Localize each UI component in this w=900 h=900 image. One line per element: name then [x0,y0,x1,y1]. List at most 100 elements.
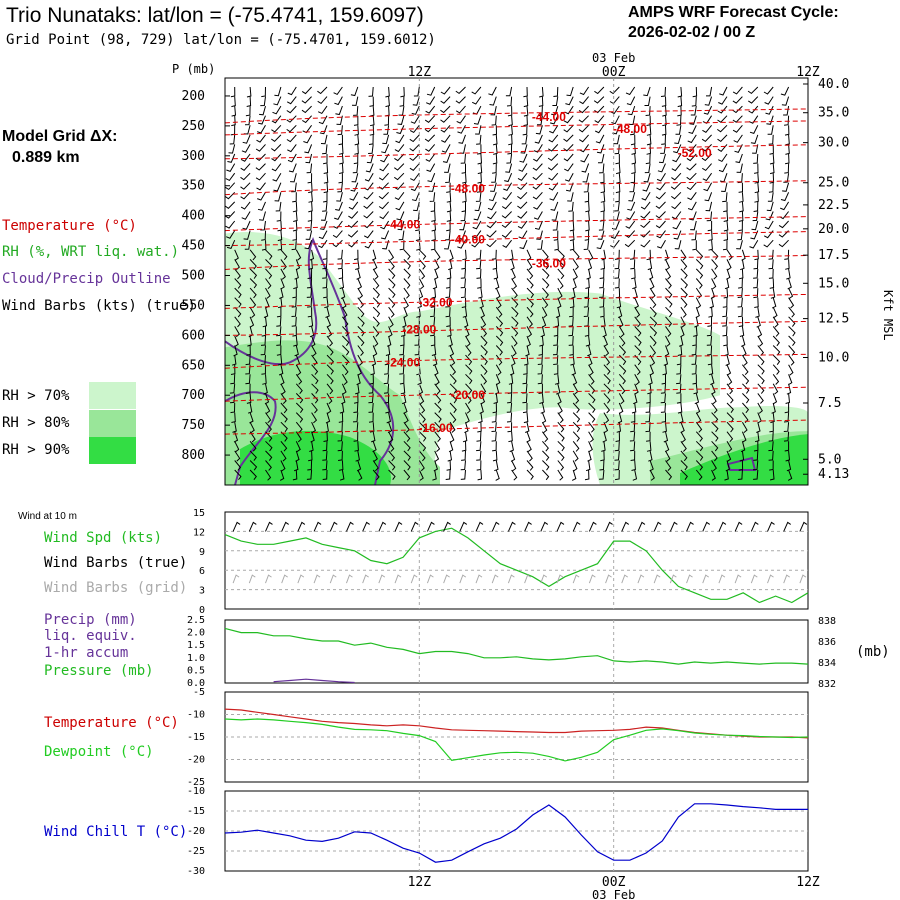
temperature-contour [224,120,809,136]
wind-barb [768,182,774,193]
wind-barb [691,345,697,356]
wind-barb [471,86,482,95]
wind-barb [385,86,390,98]
wind-barb [511,469,518,481]
wind-barb-grid [459,574,467,584]
wind-barb [249,278,258,289]
wind-barb [768,259,774,270]
wind-barb [326,373,334,385]
wind-barb [541,297,549,309]
wind-barb [757,335,764,347]
wind-barb [370,364,375,376]
wind-barb [418,450,426,462]
wind-barb [750,134,759,144]
wind-barb [734,144,743,154]
wind-barb [711,431,719,442]
wind-barb [675,125,682,135]
wind-barb [507,422,513,433]
wind-barb [537,106,543,117]
wind-barb [488,192,497,202]
wind-barb [476,259,482,270]
wind-barb [455,105,466,114]
wind-barb-grid [734,574,742,584]
time-tick-label-bottom: 12Z [796,875,820,890]
wind-barb [488,86,497,96]
wind-barb [493,144,498,155]
wind-barb [665,460,672,471]
wind-barb [357,297,364,309]
wind-barb [353,402,359,413]
wind-barb [614,460,620,471]
wind-barb [640,201,651,210]
wind-barb [286,124,297,133]
wind-barb [355,383,360,395]
wind-barb [341,306,348,318]
wind-barb [763,86,774,95]
wind-barb [372,287,380,299]
wind-barb [557,259,565,270]
wind-barb [711,268,718,280]
wind-barb [748,115,759,124]
wind-barb [286,105,297,114]
wind-barb [566,86,574,97]
wind-barb [738,460,744,471]
wind-barb [326,316,332,328]
wind-barb [568,326,574,337]
wind-barb [301,86,312,95]
wind-barb [234,460,242,471]
wind-barb [245,106,251,117]
wind-barb [480,364,488,375]
wind-barb-true [686,521,694,532]
wind-barb [641,192,651,201]
wind-barb [240,153,251,162]
wind-barb [662,364,667,376]
wind-barb [504,173,513,183]
wind-barb [665,345,670,357]
wind-barb [311,383,319,394]
wind-barb [665,268,672,280]
wind-barb [295,441,301,453]
wind-barb [326,402,332,414]
wind-barb [357,316,365,327]
wind-barb [539,393,544,404]
wind-barb [661,125,667,136]
wind-barb [337,249,343,260]
wind-barb [306,220,313,231]
wind-barb [418,287,424,299]
wind-barb [430,326,436,337]
wind-barb [372,297,381,308]
wind-barb [348,201,359,210]
wind-barb [726,259,732,271]
wind-barb [338,144,344,155]
wind-barb [460,153,466,164]
wind-barb [394,192,405,201]
wind-barb [524,355,529,366]
wind-barbs-grid-label: Wind Barbs (grid) [44,580,187,596]
wind-barb [280,259,287,270]
wind-barb [506,96,513,107]
wind-barb [769,173,775,184]
wind-barb [317,239,328,249]
wind-barb [395,134,405,144]
temp-tick-label: -10 [187,710,205,721]
wind-barb [680,326,685,338]
wind-barb [446,201,452,213]
wind-barb [265,297,270,309]
wind-barb [523,412,529,424]
pressure-axis-label: P (mb) [172,62,215,76]
wind-barb [244,240,251,250]
wind-barb [234,469,242,480]
time-tick-label-bottom: 00Z [602,875,626,890]
wind-barb [446,316,451,327]
wind-barb [646,134,652,146]
wind-barb [594,115,605,124]
wind-barb [324,297,329,309]
wind-barb [526,316,533,328]
wind-barb [569,345,574,356]
wind-barb-true [572,521,581,532]
wind-barb-grid [394,574,402,584]
wind-barb [480,345,488,356]
wind-barb-grid [637,574,645,584]
wind-barb [225,182,236,191]
wind-barb [778,239,789,248]
